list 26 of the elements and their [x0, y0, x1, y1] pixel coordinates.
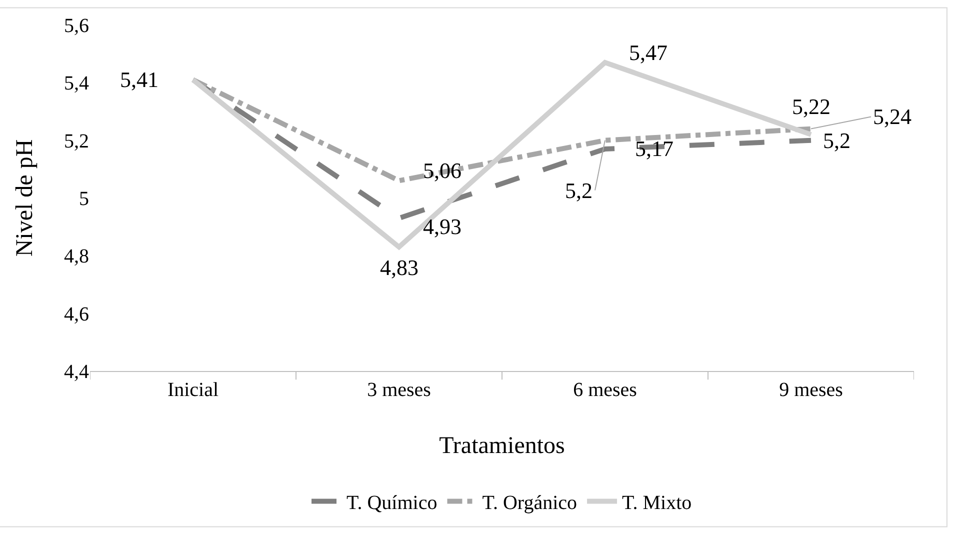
- data-label: 4,93: [423, 214, 462, 239]
- y-tick-label: 5,6: [64, 15, 89, 37]
- x-tick-label: Inicial: [167, 379, 219, 401]
- data-label: 5,2: [565, 178, 592, 203]
- x-axis-title: Tratamientos: [439, 433, 565, 459]
- x-tick-label: 9 meses: [779, 379, 844, 401]
- y-tick-label: 4,4: [64, 361, 89, 383]
- data-label: 5,2: [823, 128, 850, 153]
- x-tick-label: 3 meses: [367, 379, 432, 401]
- y-tick-label: 5: [79, 188, 89, 210]
- legend-label: T. Mixto: [622, 492, 692, 514]
- data-label: 5,06: [423, 158, 462, 183]
- data-label: 4,83: [380, 255, 418, 280]
- data-label: 5,24: [873, 104, 912, 129]
- y-axis-title: Nivel de pH: [12, 139, 38, 257]
- legend-label: T. Orgánico: [482, 492, 578, 514]
- data-label: 5,41: [120, 67, 158, 92]
- y-tick-label: 4,6: [64, 303, 89, 326]
- data-label: 5,47: [629, 40, 668, 65]
- legend-label: T. Químico: [346, 492, 438, 514]
- x-tick-label: 6 meses: [573, 379, 638, 401]
- data-label: 5,22: [792, 94, 830, 119]
- y-tick-label: 5,4: [64, 72, 89, 95]
- y-tick-label: 4,8: [64, 246, 89, 268]
- y-tick-label: 5,2: [64, 130, 89, 152]
- data-label: 5,17: [635, 136, 674, 161]
